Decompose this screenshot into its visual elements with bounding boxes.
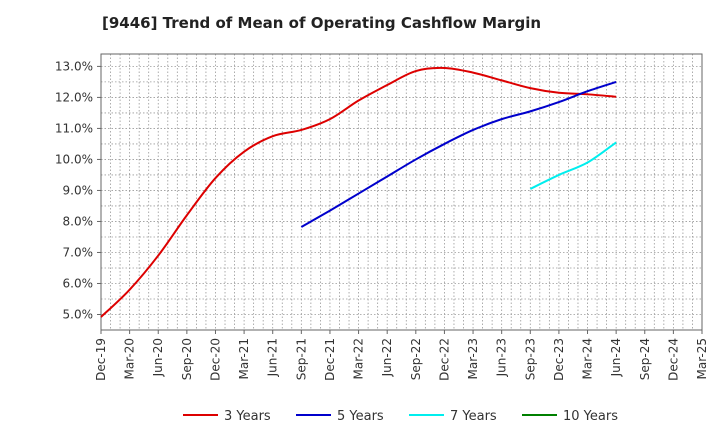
- x-tick-label: Mar-21: [237, 338, 251, 379]
- x-tick-label: Mar-23: [466, 338, 480, 379]
- chart-title: [9446] Trend of Mean of Operating Cashfl…: [102, 14, 542, 32]
- x-tick-label: Sep-22: [409, 338, 423, 380]
- x-tick-label: Sep-20: [180, 338, 194, 380]
- series-line-7-years: [529, 141, 617, 190]
- y-tick-label: 6.0%: [63, 276, 94, 290]
- x-tick-label: Jun-24: [609, 338, 623, 377]
- x-tick-label: Mar-24: [581, 338, 595, 379]
- legend-label-10-years: 10 Years: [563, 409, 618, 424]
- legend-label-5-years: 5 Years: [337, 409, 384, 424]
- x-tick-label: Jun-22: [380, 338, 394, 377]
- x-tick-label: Mar-25: [695, 338, 709, 379]
- x-tick-label: Mar-22: [352, 338, 366, 379]
- x-tick-label: Dec-20: [208, 338, 222, 381]
- grid: [100, 54, 703, 331]
- x-tick-label: Jun-20: [151, 338, 165, 377]
- y-tick-label: 11.0%: [55, 121, 93, 135]
- series-lines: [100, 66, 617, 318]
- x-tick-label: Jun-23: [495, 338, 509, 377]
- x-axis-ticks: Dec-19 Mar-20 Jun-20 Sep-20 Dec-20 Mar-21 Jun-…: [94, 330, 709, 381]
- legend-label-7-years: 7 Years: [450, 409, 497, 424]
- legend: 3 Years 5 Years 7 Years 10 Years: [183, 409, 618, 424]
- x-tick-label: Sep-24: [638, 338, 652, 380]
- y-tick-label: 13.0%: [55, 59, 93, 73]
- y-tick-label: 12.0%: [55, 90, 93, 104]
- x-tick-label: Dec-19: [94, 338, 108, 381]
- series-line-3-years: [100, 66, 617, 318]
- x-tick-label: Dec-22: [437, 338, 451, 381]
- x-tick-label: Dec-23: [552, 338, 566, 381]
- y-axis-ticks: 5.0% 6.0% 7.0% 8.0% 9.0% 10.0% 11.0% 12.0% 13.0%: [55, 59, 101, 321]
- x-tick-label: Dec-21: [323, 338, 337, 381]
- y-tick-label: 9.0%: [63, 183, 94, 197]
- x-tick-label: Sep-21: [294, 338, 308, 380]
- y-tick-label: 8.0%: [63, 214, 94, 228]
- plot-area: [100, 53, 703, 331]
- legend-label-3-years: 3 Years: [224, 409, 271, 424]
- x-tick-label: Sep-23: [523, 338, 537, 380]
- x-tick-label: Mar-20: [123, 338, 137, 379]
- y-tick-label: 5.0%: [63, 307, 94, 321]
- x-tick-label: Jun-21: [266, 338, 280, 377]
- x-tick-label: Dec-24: [666, 338, 680, 381]
- y-tick-label: 10.0%: [55, 152, 93, 166]
- y-tick-label: 7.0%: [63, 245, 94, 259]
- series-line-5-years: [300, 80, 617, 228]
